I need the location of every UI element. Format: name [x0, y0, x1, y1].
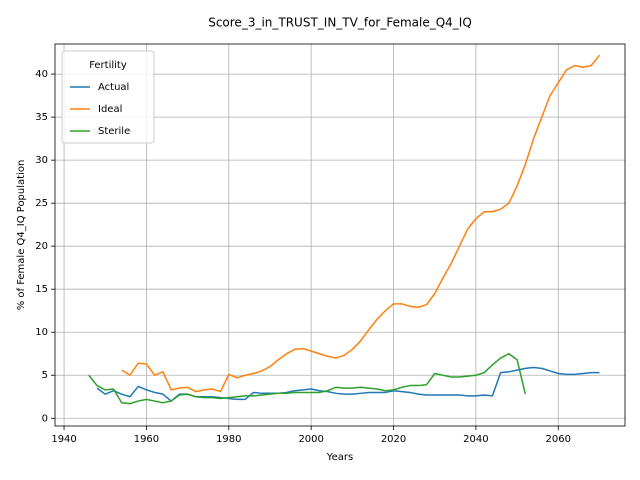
y-tick-label: 5 — [42, 370, 48, 381]
y-tick-label: 40 — [35, 69, 48, 80]
x-tick-label: 2040 — [463, 434, 488, 445]
y-tick-label: 10 — [35, 327, 48, 338]
x-tick-label: 2000 — [298, 434, 323, 445]
y-tick-label: 25 — [35, 198, 48, 209]
x-tick-label: 2060 — [546, 434, 571, 445]
y-tick-label: 0 — [42, 413, 48, 424]
legend-label: Sterile — [98, 126, 130, 137]
x-tick-label: 1980 — [216, 434, 241, 445]
legend-label: Actual — [98, 82, 129, 93]
legend-title: Fertility — [89, 60, 127, 71]
legend-label: Ideal — [98, 104, 122, 115]
y-tick-label: 30 — [35, 155, 48, 166]
x-tick-label: 2020 — [381, 434, 406, 445]
y-tick-label: 20 — [35, 241, 48, 252]
x-tick-label: 1960 — [134, 434, 159, 445]
x-axis-label: Years — [326, 452, 353, 463]
x-tick-label: 1940 — [51, 434, 76, 445]
axes-frame — [54, 43, 626, 427]
legend-box — [61, 50, 155, 144]
series-line — [121, 54, 601, 393]
chart-title: Score_3_in_TRUST_IN_TV_for_Female_Q4_IQ — [208, 16, 472, 30]
y-axis-label: % of Female Q4_IQ Population — [16, 160, 27, 311]
y-tick-label: 35 — [35, 112, 48, 123]
series-line — [88, 352, 527, 405]
y-tick-label: 15 — [35, 284, 48, 295]
